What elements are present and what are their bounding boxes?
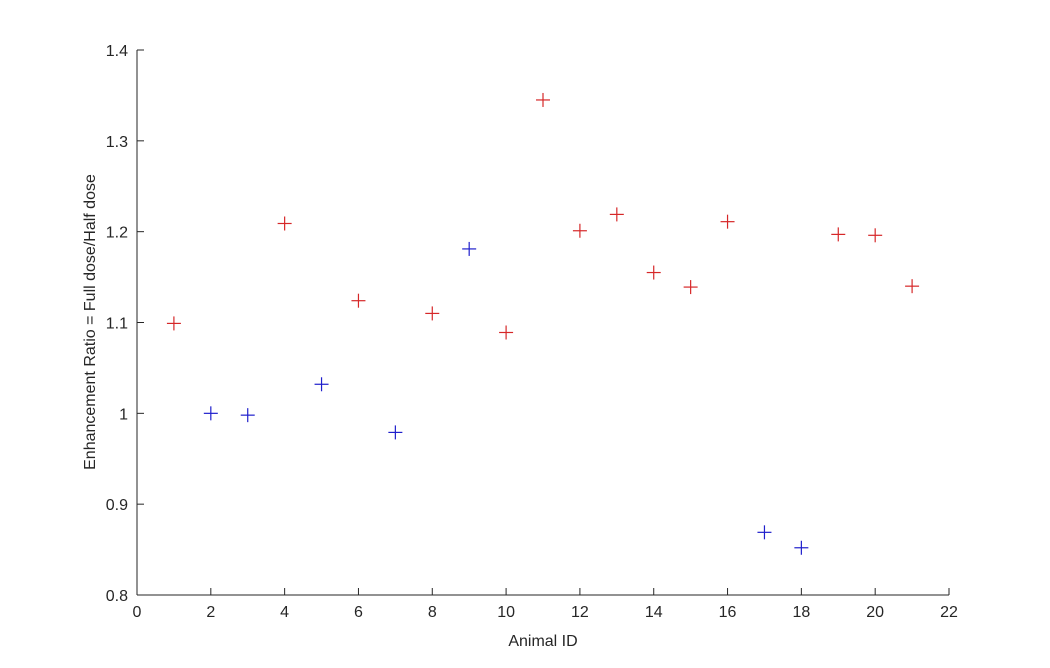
x-axis-label: Animal ID — [508, 633, 577, 650]
data-point — [314, 377, 329, 392]
data-point — [462, 241, 477, 256]
y-tick-label: 1.3 — [106, 134, 128, 151]
ticks: 0 2 4 6 8 10 12 14 16 18 20 22 0.8 0.9 1 1.1 1.2 1.3 1.4 — [106, 43, 958, 621]
data-point — [831, 227, 846, 242]
data-point — [868, 228, 883, 243]
x-tick-label: 16 — [719, 604, 737, 621]
x-tick-label: 14 — [645, 604, 663, 621]
data-point — [794, 540, 809, 555]
x-tick-label: 18 — [792, 604, 810, 621]
x-tick-label: 2 — [206, 604, 215, 621]
x-tick-label: 20 — [866, 604, 884, 621]
data-point — [240, 408, 255, 423]
data-point — [166, 316, 181, 331]
y-axis-label: Enhancement Ratio = Full dose/Half dose — [82, 174, 99, 470]
data-point — [388, 425, 403, 440]
x-tick-label: 12 — [571, 604, 589, 621]
data-point — [572, 223, 587, 238]
data-point — [425, 306, 440, 321]
y-tick-label: 1.2 — [106, 225, 128, 242]
data-point — [499, 325, 514, 340]
data-points — [166, 92, 920, 555]
data-point — [203, 406, 218, 421]
y-tick-label: 1 — [119, 406, 128, 423]
data-point — [757, 525, 772, 540]
y-tick-label: 0.8 — [106, 588, 128, 605]
y-tick-label: 0.9 — [106, 497, 128, 514]
data-point — [646, 265, 661, 280]
x-tick-label: 8 — [428, 604, 437, 621]
data-point — [720, 214, 735, 229]
y-tick-label: 1.4 — [106, 43, 128, 60]
axes — [136, 50, 949, 596]
x-tick-label: 4 — [280, 604, 289, 621]
x-tick-label: 22 — [940, 604, 958, 621]
data-point — [609, 207, 624, 222]
data-point — [277, 216, 292, 231]
data-point — [351, 293, 366, 308]
data-point — [683, 280, 698, 295]
x-tick-label: 10 — [497, 604, 515, 621]
data-point — [905, 279, 920, 294]
x-tick-label: 6 — [354, 604, 363, 621]
y-tick-label: 1.1 — [106, 316, 128, 333]
x-tick-label: 0 — [133, 604, 142, 621]
data-point — [536, 92, 550, 107]
